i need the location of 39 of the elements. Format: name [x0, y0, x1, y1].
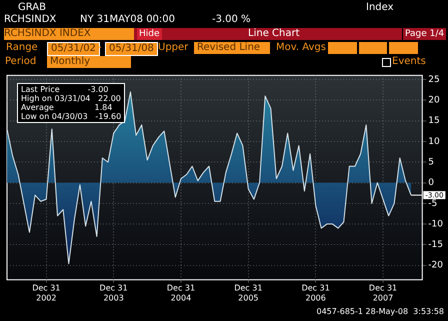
x-tick-label: Dec 31 2004	[166, 284, 196, 302]
text: 0457-685-1 28-May-08 3:53:58	[316, 307, 444, 316]
y-tick-label: 15	[428, 116, 440, 126]
text: Monthly	[47, 56, 131, 68]
y-tick-label: 20	[428, 96, 440, 106]
x-tick-label: Dec 31 2003	[100, 284, 128, 302]
y-tick-label: -15	[428, 240, 444, 250]
text: Upper	[158, 42, 188, 54]
text: Index	[366, 2, 394, 14]
text: Revised Line	[194, 42, 270, 54]
x-tick-label: Dec 31 2006	[302, 284, 330, 302]
y-tick-label: 10	[428, 136, 440, 147]
text: Period	[5, 56, 36, 68]
annotation: Average 1.84	[21, 103, 114, 112]
text: -3.00 %	[212, 14, 251, 26]
text: Events	[392, 56, 426, 68]
x-tick-label: Dec 31 2007	[368, 284, 398, 302]
text: Mov. Avgs	[276, 42, 326, 54]
y-tick-label: 0	[428, 178, 434, 188]
text: GRAB	[18, 2, 46, 14]
y-tick-label: 25	[428, 74, 440, 85]
chart-title: RCHSINDX INDEX	[4, 28, 134, 40]
text: Hide	[137, 28, 162, 40]
text: Line Chart	[248, 28, 300, 40]
x-tick-label: Dec 31 2002	[32, 284, 60, 302]
annotation: High on 03/31/04 22.00	[21, 94, 122, 103]
text: Page 1/4	[402, 28, 446, 40]
annotation: Low on 04/30/03 -19.60	[21, 112, 122, 121]
text: NY 31MAY08 00:00	[80, 14, 176, 26]
y-tick-label: -5	[428, 198, 438, 209]
text: 05/31/08	[105, 42, 158, 56]
text: Range	[6, 42, 38, 54]
text: RCHSINDX	[4, 14, 56, 26]
y-tick-label: 5	[428, 157, 434, 168]
text: 05/31/02	[47, 42, 100, 56]
annotation: Last Price -3.00	[21, 85, 110, 94]
y-tick-label: -10	[428, 219, 444, 230]
y-tick-label: -20	[428, 260, 444, 271]
x-tick-label: Dec 31 2005	[234, 284, 262, 302]
